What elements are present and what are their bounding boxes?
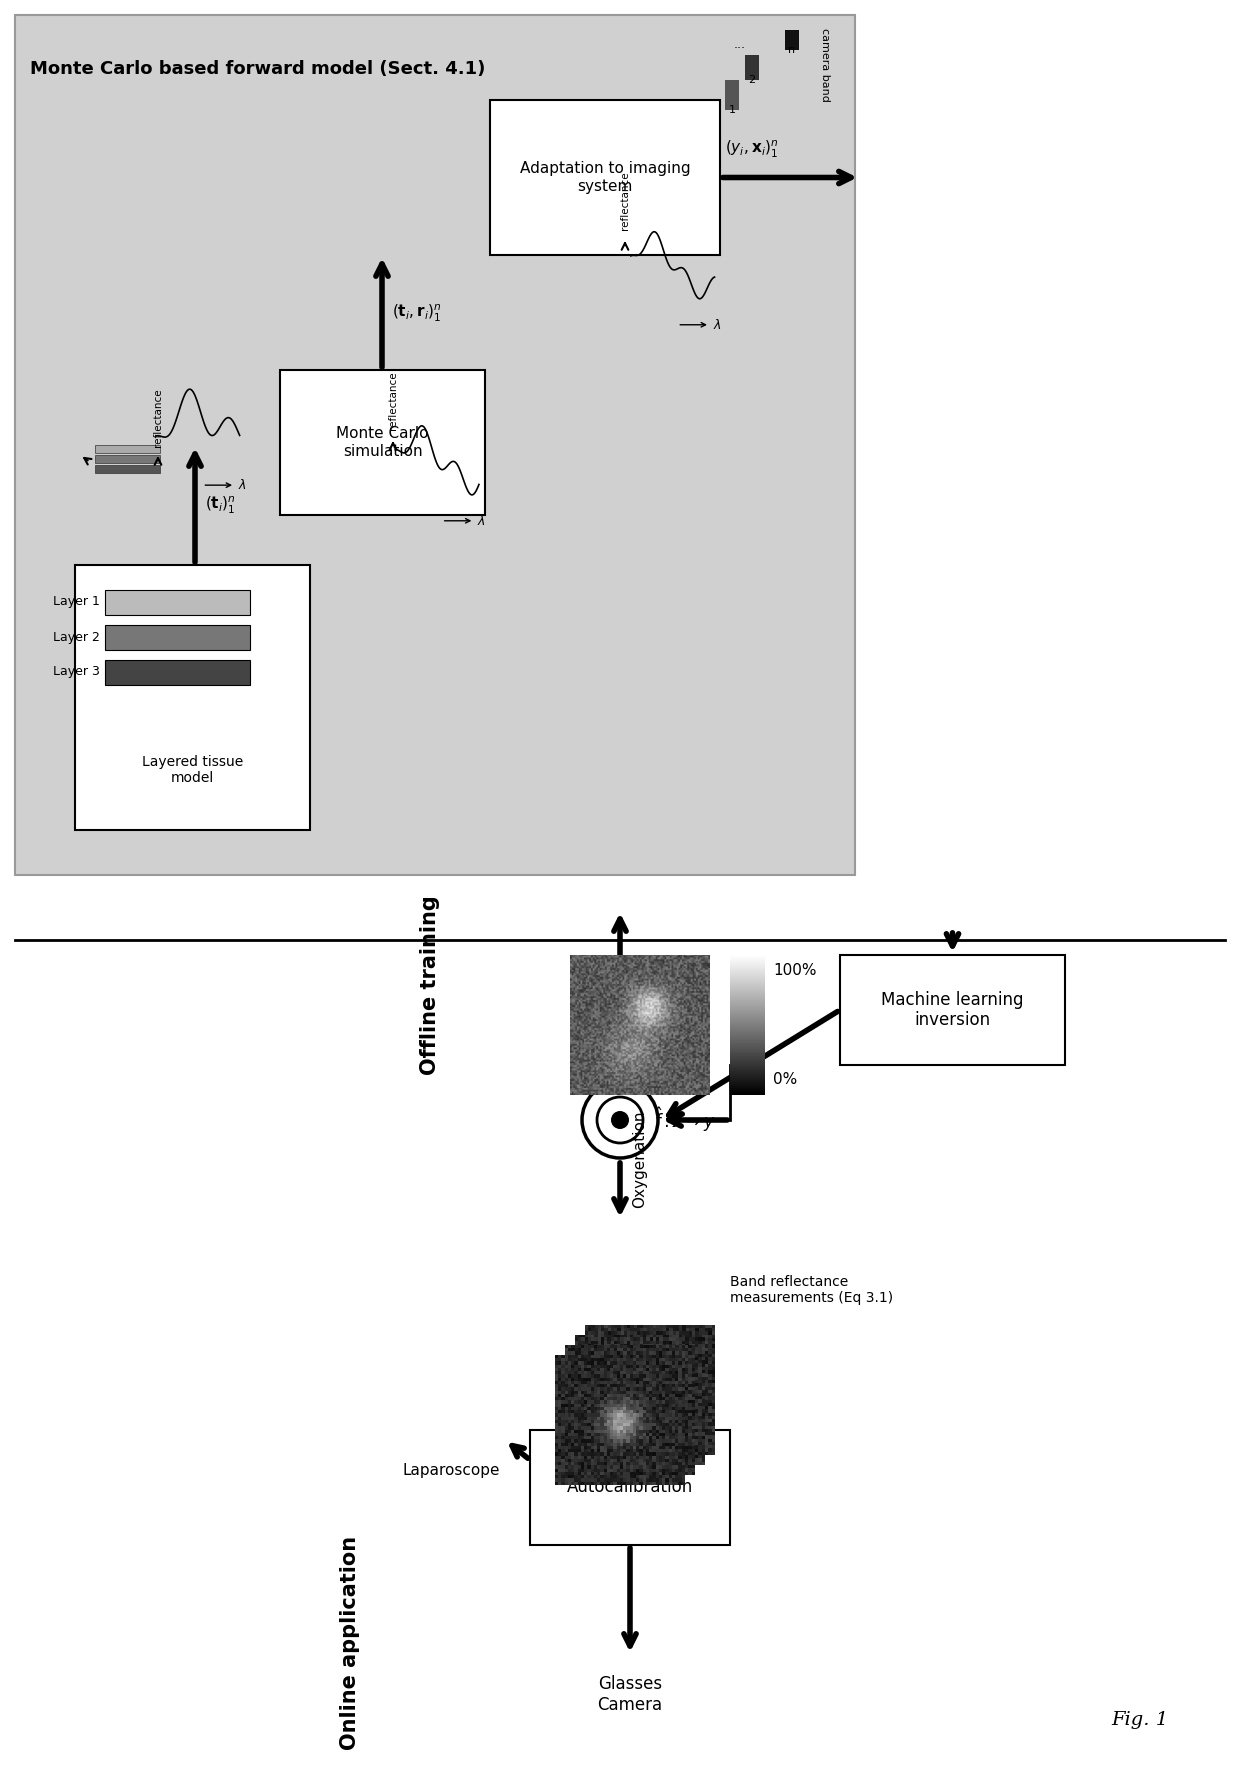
Text: Fig. 1: Fig. 1 [1111,1711,1168,1729]
Text: $(\mathbf{t}_i)_1^n$: $(\mathbf{t}_i)_1^n$ [205,494,236,515]
Bar [105,590,250,615]
Text: Monte Carlo based forward model (Sect. 4.1): Monte Carlo based forward model (Sect. 4… [30,61,485,78]
Text: Glasses
Camera: Glasses Camera [598,1675,662,1714]
Bar [280,371,485,515]
Text: camera band: camera band [820,29,830,102]
Text: Layered tissue
model: Layered tissue model [141,756,243,786]
Text: reflectance: reflectance [620,171,630,230]
Circle shape [596,1098,644,1142]
Circle shape [611,1110,629,1130]
Text: ...: ... [734,39,746,52]
Bar [74,565,310,830]
Text: Autocalibration: Autocalibration [567,1479,693,1497]
Text: Laparoscope: Laparoscope [403,1463,500,1477]
Bar [105,659,250,684]
Bar [105,625,250,650]
Text: Monte Carlo
simulation: Monte Carlo simulation [336,426,429,458]
Text: n: n [789,45,796,55]
Bar [725,80,739,110]
Text: Layer 1: Layer 1 [53,595,100,608]
Bar [95,465,160,472]
Text: reflectance: reflectance [153,388,162,447]
Bar [745,55,759,80]
Text: Oxygenation: Oxygenation [632,1110,647,1208]
Bar [15,14,856,875]
Text: $\lambda$: $\lambda$ [477,513,486,527]
Text: Machine learning
inversion: Machine learning inversion [882,991,1024,1030]
Circle shape [582,1082,658,1158]
Text: Adaptation to imaging
system: Adaptation to imaging system [520,162,691,194]
Text: $(y_i, \mathbf{x}_i)_1^n$: $(y_i, \mathbf{x}_i)_1^n$ [725,139,779,160]
Text: 100%: 100% [773,962,816,978]
Text: $(\mathbf{t}_i, \mathbf{r}_i)_1^n$: $(\mathbf{t}_i, \mathbf{r}_i)_1^n$ [392,303,441,324]
Text: Band reflectance
measurements (Eq 3.1): Band reflectance measurements (Eq 3.1) [730,1274,893,1304]
Bar [490,100,720,255]
Text: Online application: Online application [340,1536,360,1750]
Text: 0%: 0% [773,1073,797,1087]
Text: $\lambda$: $\lambda$ [713,317,722,331]
Text: 2: 2 [749,75,755,86]
Text: Layer 2: Layer 2 [53,631,100,643]
Bar [95,454,160,463]
Text: $\hat{f}: \mathbf{x} \rightarrow y$: $\hat{f}: \mathbf{x} \rightarrow y$ [653,1105,715,1135]
Bar [785,30,799,50]
Bar [95,446,160,453]
Text: reflectance: reflectance [388,371,398,429]
Text: $\lambda$: $\lambda$ [238,478,247,492]
Bar [839,955,1065,1066]
Text: Layer 3: Layer 3 [53,665,100,679]
Bar [529,1429,730,1545]
Text: Offline training: Offline training [420,895,440,1075]
Text: 1: 1 [729,105,735,116]
